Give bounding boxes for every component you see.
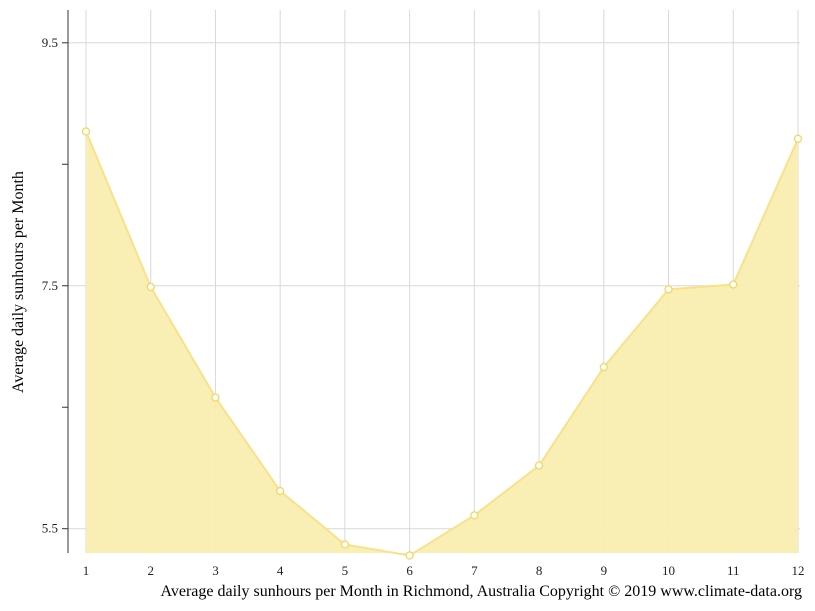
x-tick-label: 7 — [471, 563, 478, 578]
area-fill — [86, 131, 798, 556]
y-tick-label: 9.5 — [42, 35, 58, 50]
series-line — [85, 131, 799, 557]
x-tick-label: 2 — [147, 563, 154, 578]
chart-caption: Average daily sunhours per Month in Rich… — [160, 583, 802, 600]
data-point — [793, 134, 803, 143]
y-tick-labels: 5.5 7.5 9.5 — [42, 35, 58, 536]
x-tick-label: 3 — [212, 563, 219, 578]
data-point — [599, 362, 608, 372]
x-tick-label: 1 — [83, 563, 90, 578]
data-point — [534, 461, 544, 470]
data-point — [405, 551, 414, 560]
data-point — [729, 280, 738, 289]
x-tick-label: 8 — [536, 563, 543, 578]
axes — [62, 10, 69, 553]
x-tick-label: 11 — [727, 563, 740, 578]
data-point — [81, 127, 91, 136]
data-point — [470, 511, 479, 520]
x-tick-label: 6 — [406, 563, 413, 578]
y-tick-label: 7.5 — [42, 278, 58, 293]
data-points — [81, 127, 803, 560]
data-point — [146, 282, 155, 292]
data-point — [276, 486, 285, 496]
data-point — [340, 540, 350, 549]
x-tick-label: 4 — [277, 563, 284, 578]
x-tick-label: 12 — [792, 563, 805, 578]
y-tick-label: 5.5 — [42, 521, 58, 536]
x-tick-label: 5 — [342, 563, 349, 578]
x-tick-label: 9 — [601, 563, 608, 578]
x-tick-label: 10 — [662, 563, 675, 578]
y-axis-title: Average daily sunhours per Month — [10, 171, 27, 393]
data-point — [211, 393, 220, 402]
x-tick-labels: 1 2 3 4 5 6 7 8 9 10 11 12 — [83, 563, 805, 578]
data-point — [664, 285, 673, 294]
area-layer — [85, 131, 799, 557]
